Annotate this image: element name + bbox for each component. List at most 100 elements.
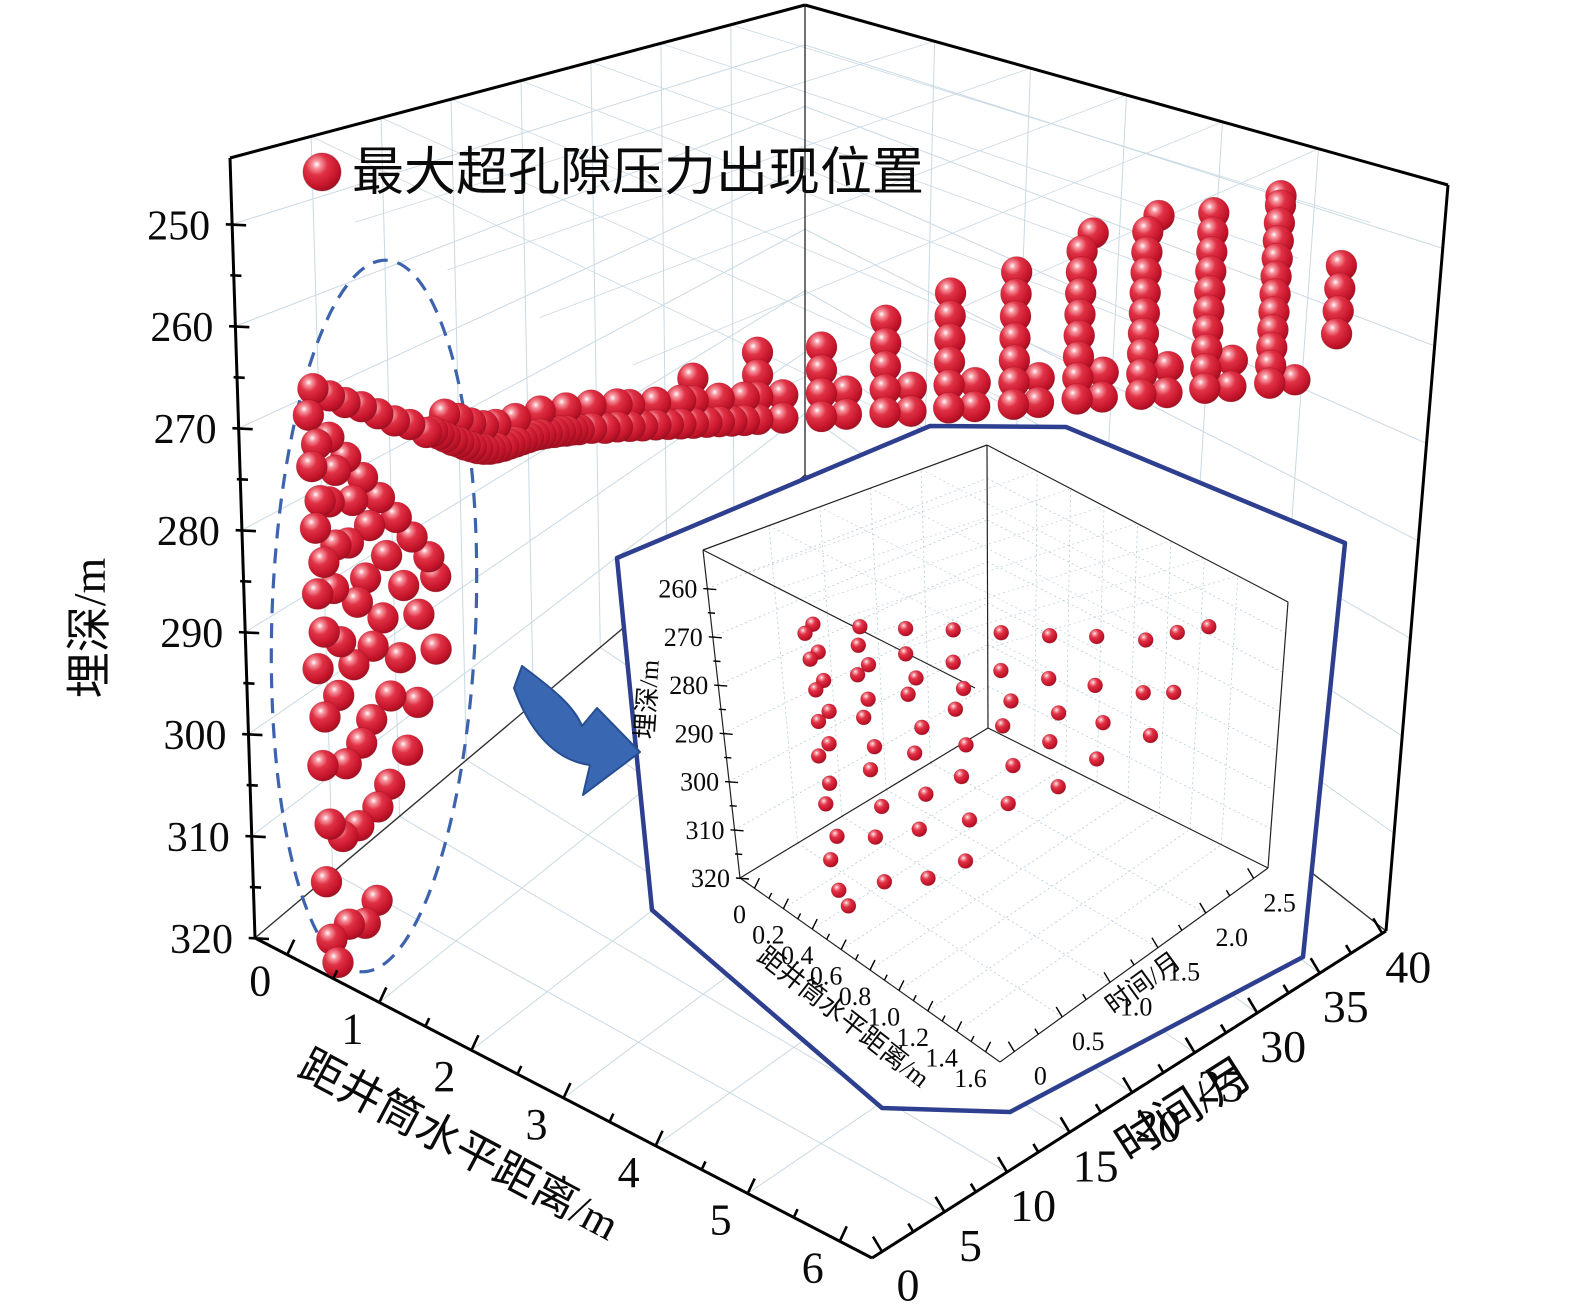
frame-line <box>1065 488 1072 767</box>
frame-line <box>520 80 534 704</box>
time-tick-label: 0.5 <box>1072 1027 1105 1056</box>
data-point-sphere <box>1003 693 1019 709</box>
frame-line <box>702 549 741 879</box>
data-point-sphere <box>391 734 424 767</box>
data-point-sphere <box>299 512 332 545</box>
frame-line <box>243 681 255 685</box>
frame-line <box>804 3 1449 187</box>
data-point-sphere <box>945 654 962 671</box>
frame-line <box>782 898 789 909</box>
frame-line <box>768 892 773 899</box>
data-point-sphere <box>821 735 837 752</box>
frame-line <box>233 375 245 380</box>
frame-line <box>225 222 247 227</box>
data-point-sphere <box>862 761 879 778</box>
frame-line <box>996 1156 1009 1173</box>
data-point-sphere <box>908 670 924 686</box>
frame-line <box>1082 993 1087 1001</box>
data-point-sphere <box>309 701 341 733</box>
frame-line <box>714 684 728 687</box>
frame-line <box>792 1208 799 1218</box>
frame-line <box>1219 1023 1228 1034</box>
data-point-sphere <box>920 870 936 887</box>
frame-line <box>516 1065 523 1075</box>
depth-tick-label: 320 <box>170 917 233 963</box>
frame-line <box>734 853 743 856</box>
data-point-sphere <box>932 392 965 424</box>
frame-line <box>700 1160 707 1171</box>
depth-tick-label: 300 <box>163 713 226 759</box>
time-tick-label: 25 <box>1198 1061 1244 1112</box>
data-point-sphere <box>1137 632 1154 648</box>
data-point-sphere <box>852 618 868 635</box>
frame-line <box>241 228 806 531</box>
frame-line <box>969 1183 977 1193</box>
depth-tick-label: 270 <box>664 623 703 652</box>
data-point-sphere <box>897 646 914 662</box>
frame-line <box>228 157 257 939</box>
distance-tick-label: 1.0 <box>868 1002 901 1031</box>
data-point-sphere <box>353 509 386 542</box>
frame-line <box>562 1082 572 1099</box>
frame-line <box>986 444 1289 603</box>
frame-line <box>920 469 931 763</box>
data-point-sphere <box>370 539 403 572</box>
frame-line <box>240 579 252 583</box>
frame-line <box>708 636 722 639</box>
time-tick-label: 0 <box>897 1260 920 1311</box>
frame-line <box>632 121 1223 366</box>
frame-line <box>987 602 1278 752</box>
frame-line <box>718 708 726 711</box>
data-point-sphere <box>1201 618 1217 635</box>
distance-tick-label: 6 <box>802 1243 824 1292</box>
frame-line <box>248 936 270 941</box>
inset-plot: 26027028029030031032000.20.40.60.81.01.2… <box>658 444 1296 1093</box>
inset-grid <box>707 469 1286 1032</box>
data-point-sphere <box>1088 628 1105 645</box>
frame-line <box>840 939 847 950</box>
frame-line <box>1096 506 1105 783</box>
data-point-sphere <box>1095 714 1111 731</box>
frame-line <box>718 561 988 686</box>
data-point-sphere <box>807 682 824 698</box>
data-point-sphere <box>873 798 890 815</box>
time-tick-label: 10 <box>1010 1180 1056 1231</box>
data-point-sphere <box>1088 751 1105 767</box>
data-point-sphere <box>362 791 394 823</box>
legend-marker-icon <box>302 152 342 192</box>
distance-tick-label: 1.4 <box>925 1043 958 1072</box>
frame-line <box>778 488 1071 589</box>
main-frame <box>228 3 1450 1260</box>
frame-line <box>869 959 876 971</box>
time-tick-label: 1.5 <box>1168 958 1201 987</box>
data-point-sphere <box>821 703 837 720</box>
data-point-sphere <box>869 396 901 429</box>
data-point-sphere <box>401 686 434 719</box>
depth-tick-label: 270 <box>154 407 217 453</box>
frame-line <box>746 1177 756 1195</box>
frame-line <box>797 913 802 920</box>
distance-tick-label: 0 <box>733 900 746 929</box>
main-distance-axis-title: 距井筒水平距离/m <box>291 1040 627 1250</box>
depth-tick-label: 310 <box>167 815 230 861</box>
legend-label: 最大超孔隙压力出现位置 <box>352 145 924 202</box>
frame-line <box>470 1034 480 1051</box>
frame-line <box>1094 1103 1102 1114</box>
data-point-sphere <box>876 873 893 890</box>
inset-depth-axis-title: 埋深/m <box>630 659 664 740</box>
frame-line <box>729 804 737 807</box>
legend: 最大超孔隙压力出现位置 <box>302 145 924 202</box>
frame-line <box>929 575 1238 666</box>
frame-line <box>249 885 262 889</box>
highlight-ellipse <box>269 258 479 974</box>
frame-line <box>238 630 260 635</box>
data-point-sphere <box>817 796 834 812</box>
frame-line <box>1384 184 1450 932</box>
data-point-sphere <box>961 812 978 828</box>
data-point-sphere <box>945 622 962 638</box>
frame-line <box>1267 601 1289 869</box>
data-point-sphere <box>805 400 838 433</box>
data-point-sphere <box>797 625 813 642</box>
data-point-sphere <box>357 630 389 663</box>
